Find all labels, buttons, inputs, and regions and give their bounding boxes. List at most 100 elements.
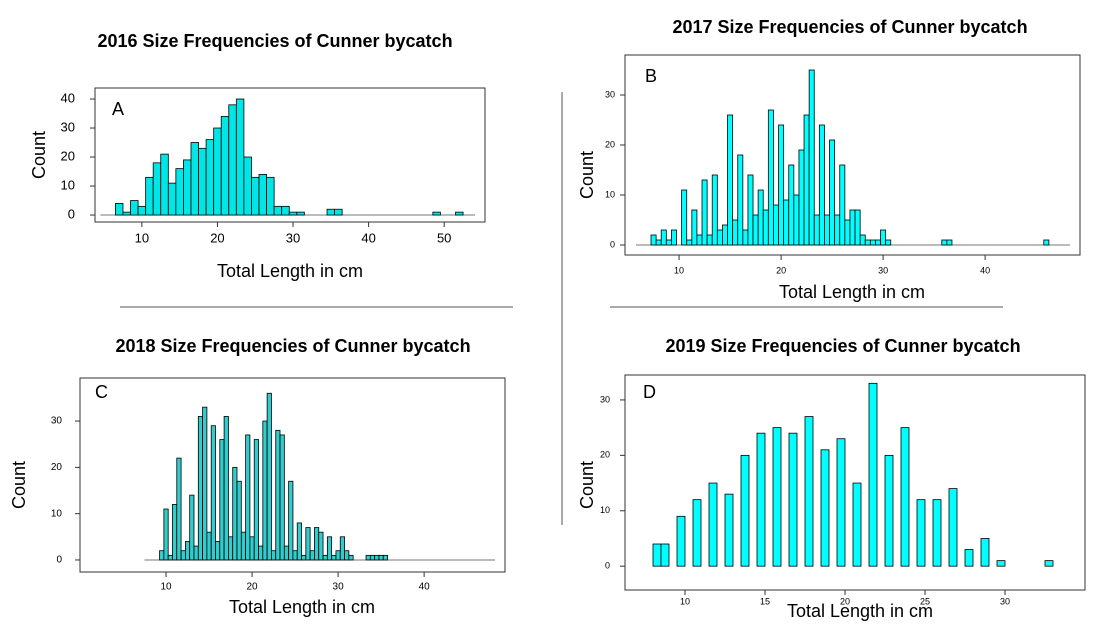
y-tick-label: 30	[51, 416, 63, 427]
bar	[900, 427, 910, 567]
bar	[228, 536, 234, 561]
bar	[344, 550, 350, 561]
x-tick-label: 30	[878, 265, 888, 275]
x-tick-label: 30	[286, 230, 300, 245]
bar	[691, 209, 698, 246]
bar	[752, 214, 759, 246]
bar	[160, 153, 169, 216]
bar	[788, 432, 798, 567]
bar	[365, 554, 371, 561]
bar	[279, 434, 285, 561]
bar	[762, 209, 769, 246]
bar	[326, 536, 333, 561]
bar	[686, 239, 693, 246]
bar	[432, 211, 441, 216]
x-tick-label: 10	[135, 230, 149, 245]
bar	[288, 211, 298, 216]
bar	[305, 527, 311, 561]
bar	[220, 116, 230, 216]
x-tick-label: 10	[674, 265, 684, 275]
bar	[864, 239, 871, 246]
bar	[122, 211, 131, 216]
chart-title: 2018 Size Frequencies of Cunner bycatch	[115, 336, 470, 356]
panel-label: C	[95, 382, 108, 402]
bar	[249, 536, 255, 561]
y-axis-label: Count	[577, 461, 597, 509]
bar	[1044, 560, 1054, 567]
bar	[941, 239, 948, 246]
bar	[180, 550, 186, 561]
bar	[189, 494, 195, 561]
bar	[266, 392, 272, 561]
bar	[228, 104, 237, 216]
x-tick-label: 40	[980, 265, 990, 275]
bar	[946, 239, 953, 246]
bar	[701, 179, 708, 246]
bar	[655, 239, 662, 246]
bar	[660, 543, 670, 567]
bar	[844, 219, 851, 246]
bar	[198, 147, 207, 216]
bar	[374, 554, 380, 561]
bar	[137, 205, 147, 216]
bar	[281, 205, 290, 216]
bar	[932, 499, 942, 567]
bar	[206, 531, 212, 561]
bar	[292, 550, 298, 561]
y-tick-label: 20	[605, 139, 615, 149]
bar	[852, 482, 862, 567]
bar	[115, 203, 124, 216]
bar	[215, 541, 221, 561]
bar	[339, 536, 345, 561]
bar	[767, 109, 774, 246]
x-tick-label: 50	[437, 230, 451, 245]
bar	[808, 69, 815, 246]
x-tick-label: 30	[333, 582, 345, 593]
bar	[676, 515, 686, 567]
y-axis-label: Count	[29, 131, 49, 179]
bar	[145, 176, 154, 216]
bar	[245, 434, 251, 561]
bar	[223, 416, 229, 561]
bar	[798, 149, 805, 246]
x-tick-label: 40	[419, 582, 431, 593]
bar	[740, 454, 750, 567]
bar	[273, 205, 283, 216]
x-tick-label: 10	[160, 582, 172, 593]
bar	[660, 229, 667, 246]
bar	[213, 127, 222, 216]
bar	[176, 457, 182, 561]
panel-label: A	[112, 99, 124, 119]
x-tick-label: 20	[210, 230, 224, 245]
bar	[803, 114, 810, 246]
bar	[301, 554, 307, 561]
panel-label: D	[643, 382, 656, 402]
bar	[167, 554, 173, 561]
bar	[742, 229, 749, 246]
bar	[756, 432, 766, 567]
x-tick-label: 30	[1000, 596, 1010, 606]
y-tick-label: 30	[61, 119, 75, 134]
plot-frame	[94, 87, 486, 223]
bar	[309, 550, 315, 561]
bar	[788, 164, 795, 246]
y-tick-label: 0	[610, 239, 615, 249]
bar	[737, 154, 744, 246]
bar	[288, 480, 294, 561]
y-tick-label: 20	[51, 462, 63, 473]
y-axis-label: Count	[577, 151, 597, 199]
bar	[849, 209, 856, 246]
bar	[152, 162, 162, 216]
bar	[202, 406, 208, 561]
bar	[885, 239, 892, 246]
bar	[271, 550, 277, 561]
bar	[172, 504, 178, 561]
bar	[652, 543, 662, 567]
bar	[266, 176, 275, 216]
bar	[859, 234, 866, 246]
bar	[681, 189, 688, 246]
bar	[884, 454, 894, 567]
bar	[722, 224, 728, 246]
